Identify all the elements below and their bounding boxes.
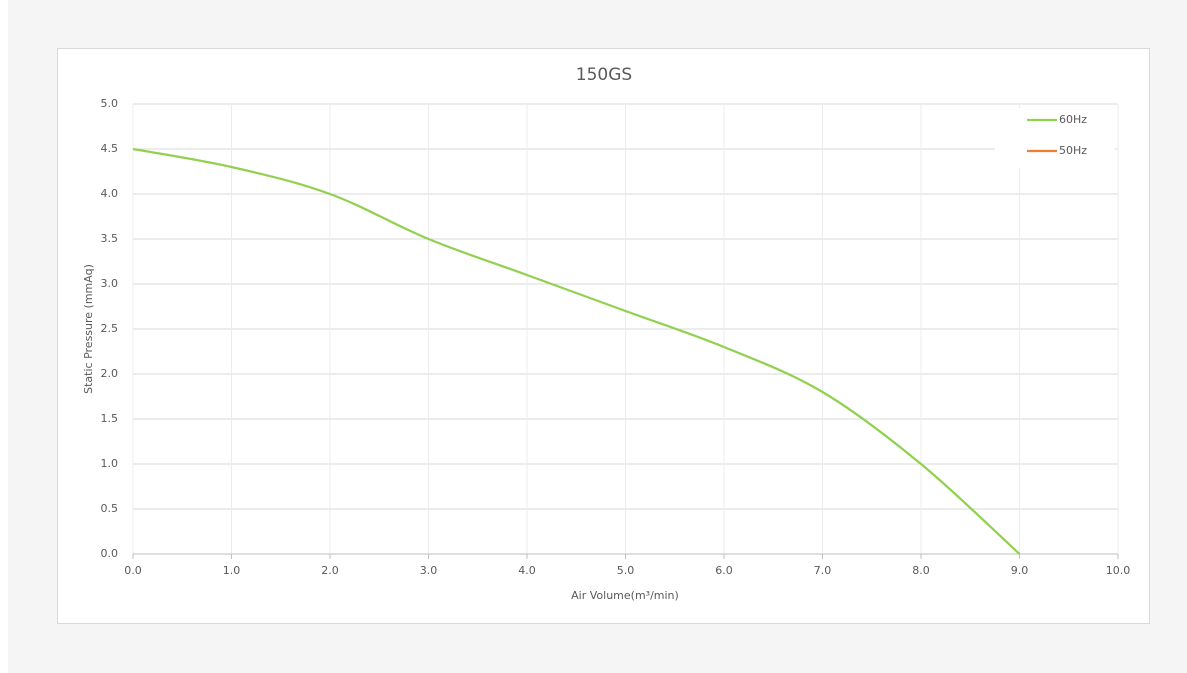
x-tick-label: 7.0 xyxy=(814,564,832,577)
plot xyxy=(132,147,1021,555)
y-tick-label: 4.5 xyxy=(101,142,119,155)
x-tick-label: 3.0 xyxy=(420,564,438,577)
x-tick-label: 6.0 xyxy=(715,564,733,577)
legend: 60Hz 50Hz xyxy=(995,108,1115,168)
legend-label: 50Hz xyxy=(1059,144,1087,157)
x-tick-label: 0.0 xyxy=(124,564,142,577)
x-tick-label: 10.0 xyxy=(1106,564,1131,577)
y-tick-label: 0.0 xyxy=(101,547,119,560)
x-tick-label: 8.0 xyxy=(912,564,930,577)
y-axis-title: Static Pressure (mmAq) xyxy=(82,264,95,394)
y-tick-label: 0.5 xyxy=(101,502,119,515)
y-tick-label: 5.0 xyxy=(101,97,119,110)
y-tick-label: 4.0 xyxy=(101,187,119,200)
series-line xyxy=(132,147,1021,555)
x-tick-label: 5.0 xyxy=(617,564,635,577)
grid: 0.0 0.5 1.0 1.5 2.0 2.5 3.0 3.5 4.0 4.5 5.0 0.0 1.0 2… xyxy=(101,97,1131,577)
x-tick-label: 2.0 xyxy=(321,564,339,577)
x-tick-label: 4.0 xyxy=(518,564,536,577)
x-tick-label: 9.0 xyxy=(1011,564,1029,577)
chart-frame xyxy=(57,48,1150,624)
y-tick-label: 2.0 xyxy=(101,367,119,380)
x-axis-title: Air Volume(m³/min) xyxy=(571,589,679,602)
legend-label: 60Hz xyxy=(1059,113,1087,126)
y-tick-label: 1.0 xyxy=(101,457,119,470)
y-tick-label: 3.0 xyxy=(101,277,119,290)
legend-background xyxy=(995,108,1115,168)
y-tick-label: 2.5 xyxy=(101,322,119,335)
y-tick-label: 3.5 xyxy=(101,232,119,245)
chart-title: 150GS xyxy=(576,65,632,85)
y-tick-label: 1.5 xyxy=(101,412,119,425)
x-tick-label: 1.0 xyxy=(223,564,241,577)
